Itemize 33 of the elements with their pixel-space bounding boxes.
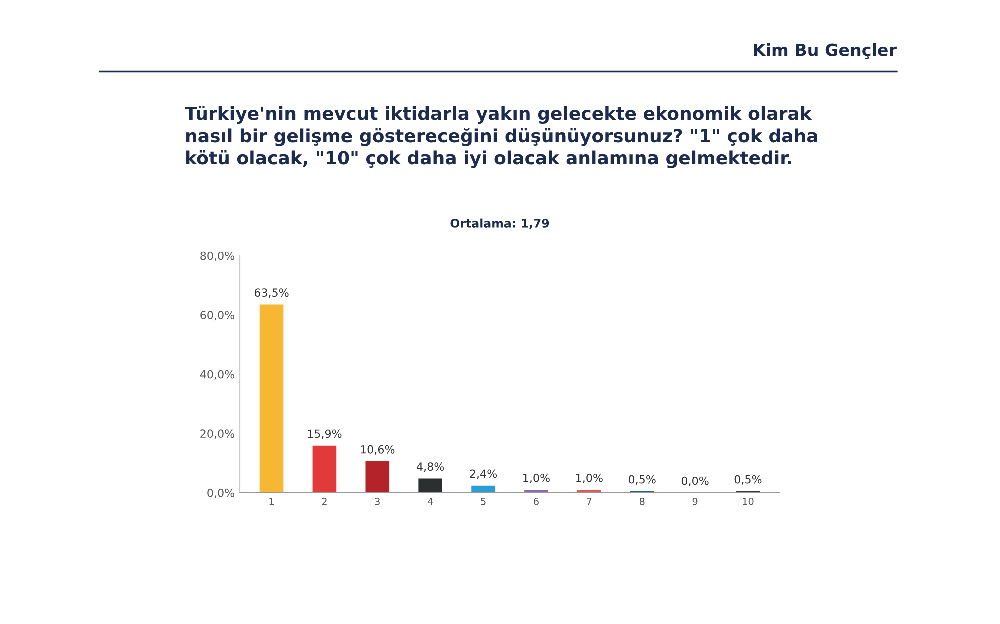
data-label: 2,4% [470,470,498,480]
x-tick-label: 7 [587,498,592,506]
data-label: 1,0% [524,474,550,484]
data-label: 0,5% [734,475,762,485]
bar [260,304,284,493]
bar [312,446,337,493]
chart-subtitle: Ortalama: 1,79 [450,218,550,230]
data-label: 4,8% [417,462,444,472]
y-tick-label: 40,0% [200,370,235,380]
x-tick-label: 4 [428,498,434,506]
bar [472,486,496,493]
x-tick-label: 2 [322,498,327,506]
x-tick-label: 9 [692,498,698,506]
chart-title: Türkiye'nin mevcut iktidarla yakın gelecekte ekonomik olarak nasıl bir gelişme göstereceğini düşünüyorsunuz? "1" çok daha kötü olacak, "10" çok daha iyi olacak anlamına gelmektedir. [185,106,818,168]
y-tick-label: 0,0% [208,488,235,498]
bar [366,462,390,493]
x-tick-label: 5 [481,498,486,506]
data-label: 15,9% [308,430,342,440]
y-tick-label: 20,0% [200,430,235,440]
x-tick-label: 8 [640,498,645,506]
x-tick-label: 1 [270,498,274,506]
data-label: 1,0% [576,474,603,484]
x-tick-label: 6 [534,498,539,506]
x-tick-label: 3 [375,498,380,506]
data-label: 0,5% [628,475,656,485]
bar [418,478,442,493]
x-tick-label: 10 [743,498,754,506]
y-tick-label: 80,0% [200,252,235,262]
data-label: 10,6% [361,445,395,455]
text: Kim Bu Gençler [754,43,897,60]
data-label: 63,5% [254,288,289,298]
data-label: 0,0% [682,476,709,486]
y-tick-label: 60,0% [200,311,235,321]
